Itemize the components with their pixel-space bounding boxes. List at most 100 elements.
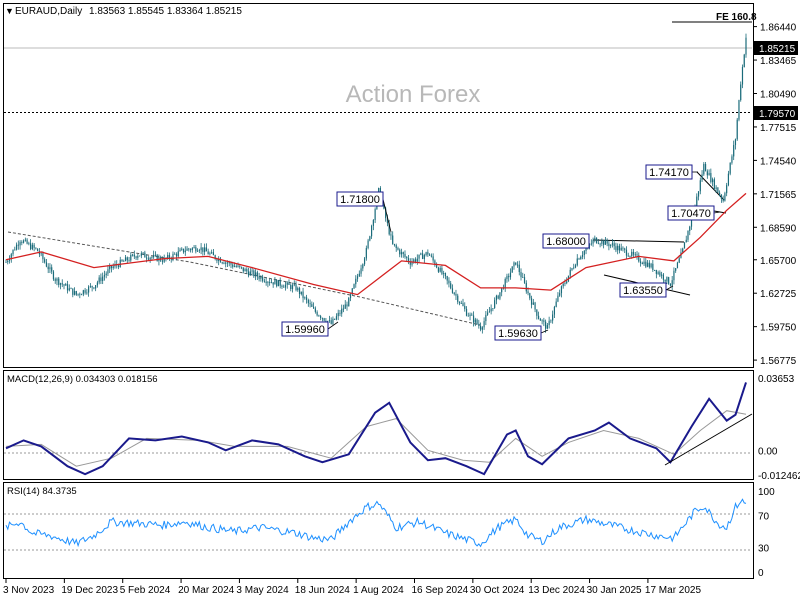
candle-body — [434, 260, 436, 266]
candle-body — [119, 259, 121, 268]
candle-body — [497, 295, 499, 299]
candle-body — [648, 262, 650, 268]
candle-body — [37, 248, 39, 252]
candle-body — [107, 269, 109, 274]
candle-body — [397, 247, 399, 250]
level-box-1-59960: 1.59960 — [281, 321, 339, 337]
candle-body — [429, 254, 431, 256]
candle-body — [717, 187, 719, 193]
svg-text:1.59630: 1.59630 — [498, 328, 538, 340]
candle-body — [362, 264, 364, 269]
macd-tick-label: 0.03653 — [758, 374, 795, 385]
candle-body — [79, 293, 81, 295]
candle-body — [444, 272, 447, 277]
macd-signal-line — [5, 410, 747, 467]
candle-body — [35, 247, 37, 249]
candle-body — [237, 265, 239, 267]
date-tick-label: 30 Jan 2025 — [587, 585, 642, 596]
candle-body — [348, 298, 350, 307]
candle-body — [650, 263, 652, 268]
candle-body — [617, 245, 619, 251]
candle-body — [655, 269, 657, 274]
candle-body — [601, 240, 603, 244]
candle-body — [70, 288, 72, 290]
candle-body — [235, 266, 237, 267]
candle-body — [247, 271, 250, 276]
candle-body — [40, 253, 42, 255]
candle-body — [416, 258, 418, 262]
candle-body — [443, 272, 445, 274]
candle-body — [675, 268, 677, 271]
candle-body — [494, 300, 496, 309]
macd-trendline — [664, 413, 753, 466]
candle-body — [256, 272, 258, 277]
candle-body — [200, 247, 202, 251]
candle-body — [390, 234, 392, 236]
candle-body — [509, 272, 512, 278]
candle-body — [262, 276, 264, 281]
candle-body — [168, 254, 171, 259]
candle-body — [226, 262, 229, 264]
candle-body — [42, 253, 44, 260]
candle-body — [228, 262, 230, 264]
candle-body — [105, 273, 107, 276]
candle-body — [432, 256, 434, 261]
candle-body — [58, 278, 60, 285]
date-axis: 3 Nov 2023 19 Dec 2023 5 Feb 2024 20 Mar 20… — [3, 579, 702, 596]
candle-body — [536, 309, 538, 316]
ohlc-readout: 1.83563 1.85545 1.83364 1.85215 — [89, 6, 242, 17]
candle-body — [643, 261, 645, 265]
candle-body — [291, 285, 294, 290]
candle-body — [356, 276, 359, 279]
candle-body — [367, 240, 369, 249]
candle-body — [177, 251, 179, 257]
candle-body — [175, 253, 178, 257]
candle-body — [124, 257, 127, 262]
candle-body — [420, 253, 422, 255]
candle-body — [102, 276, 104, 281]
candle-body — [198, 250, 200, 252]
candle-body — [258, 276, 260, 279]
candle-body — [31, 244, 33, 250]
rsi-label: RSI(14) 84.3735 — [7, 486, 77, 497]
candle-body — [539, 318, 541, 321]
rsi-tick-label: 30 — [758, 544, 770, 555]
candle-body — [594, 237, 596, 241]
candle-body — [371, 225, 373, 237]
candle-body — [263, 280, 265, 282]
candle-body — [479, 325, 482, 330]
candle-body — [697, 191, 700, 197]
candle-body — [112, 266, 114, 269]
candle-body — [133, 254, 135, 257]
date-tick-label: 20 Mar 2024 — [178, 585, 235, 596]
candle-body — [47, 266, 49, 270]
candle-body — [611, 243, 614, 245]
candle-body — [580, 256, 582, 260]
candle-body — [661, 274, 663, 276]
candle-body — [153, 254, 155, 258]
candle-body — [624, 248, 626, 250]
candle-body — [585, 248, 587, 251]
candle-body — [731, 156, 733, 163]
candle-body — [418, 254, 420, 259]
candle-body — [581, 255, 584, 257]
candle-body — [239, 265, 241, 267]
candle-body — [56, 278, 58, 281]
candle-body — [504, 279, 506, 289]
candle-body — [89, 285, 91, 287]
candle-body — [358, 273, 360, 277]
fe-level-label: FE 160.8 — [716, 12, 757, 23]
candle-body — [138, 255, 141, 257]
candle-body — [629, 256, 631, 257]
candle-body — [179, 249, 181, 252]
candle-body — [430, 255, 432, 257]
candle-body — [193, 247, 195, 249]
price-tick-label: 1.83465 — [760, 56, 797, 67]
candle-body — [232, 264, 234, 267]
candle-body — [740, 84, 742, 101]
macd-panel-frame — [3, 370, 754, 480]
macd-axis: 0.03653 0.00 -0.012462 — [758, 374, 800, 482]
candle-body — [249, 271, 251, 276]
candle-body — [668, 277, 670, 284]
candle-body — [346, 304, 348, 307]
